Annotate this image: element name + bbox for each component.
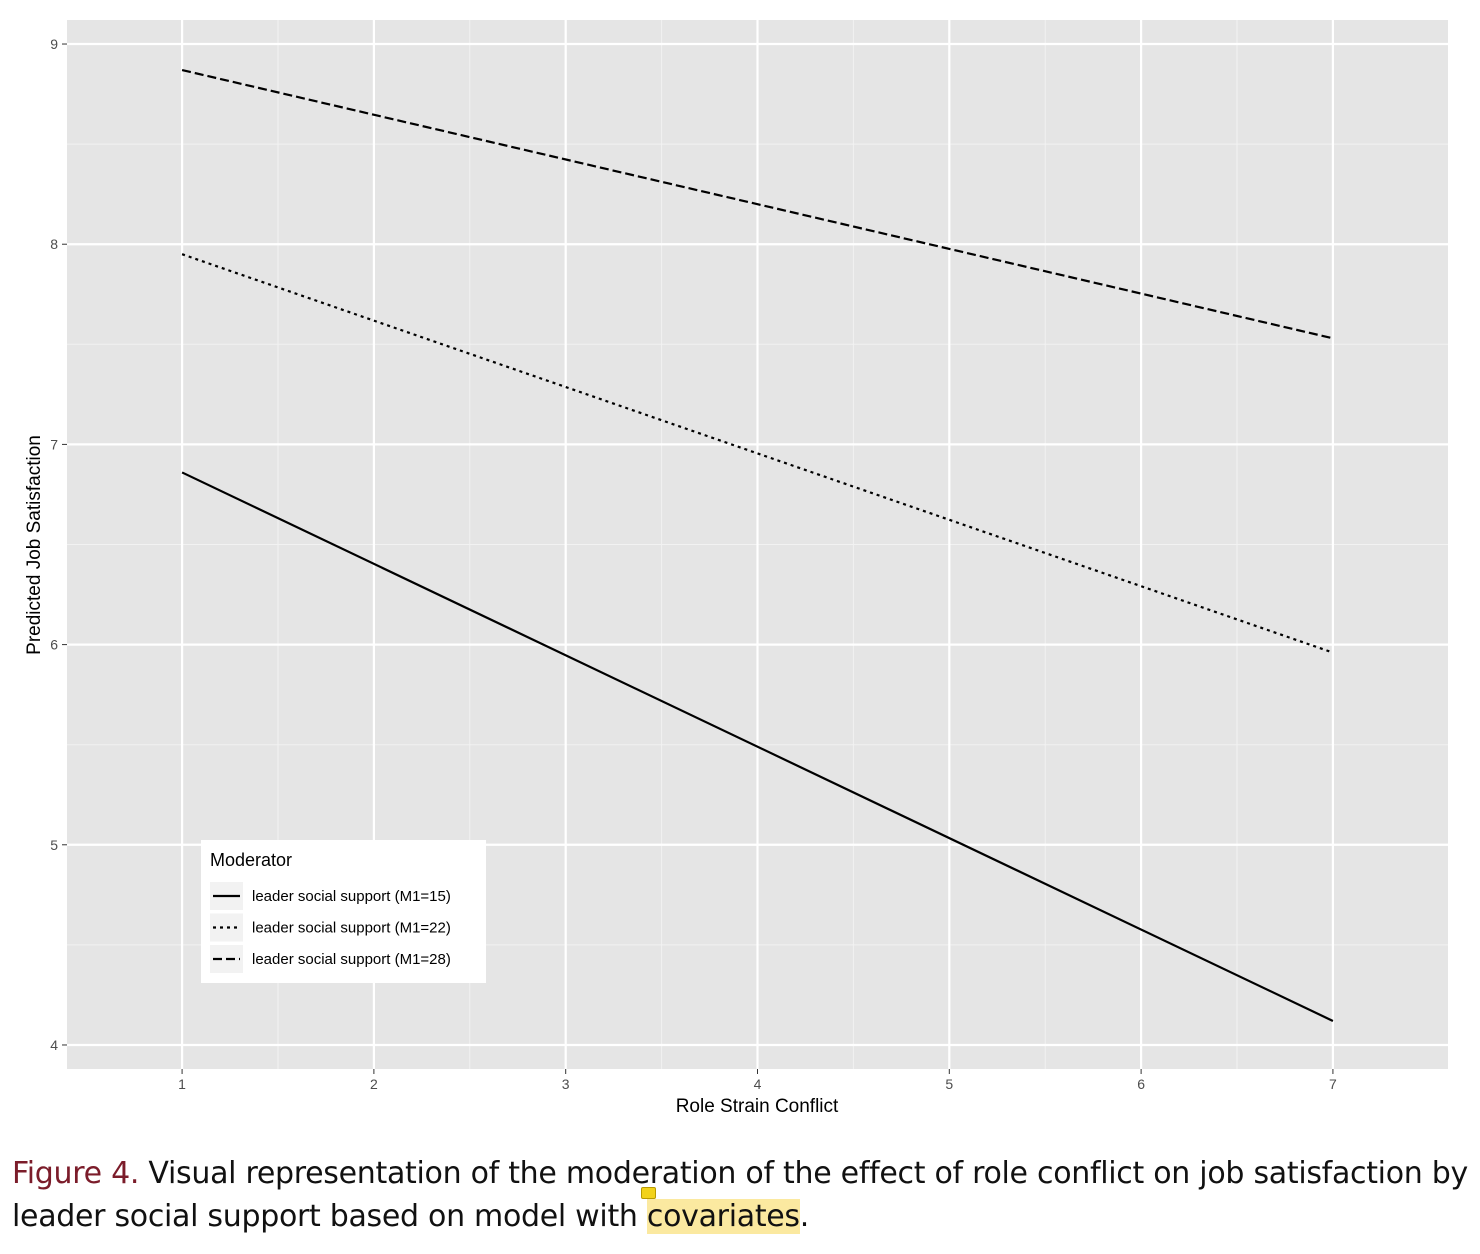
x-tick-label: 2: [370, 1076, 378, 1092]
x-tick-label: 5: [945, 1076, 953, 1092]
x-tick-label: 3: [562, 1076, 570, 1092]
caption-text-end: .: [799, 1199, 810, 1234]
x-axis-ticks: 1 2 3 4 5 6 7: [178, 1069, 1337, 1092]
caption-label: Figure 4.: [12, 1156, 140, 1191]
y-tick-label: 6: [50, 637, 58, 653]
x-tick-label: 7: [1329, 1076, 1337, 1092]
legend-box: [201, 840, 486, 983]
series-line-dashed: [181, 68, 1334, 340]
series-lines: [181, 68, 1334, 1022]
x-tick-label: 1: [178, 1076, 186, 1092]
legend-title: Moderator: [210, 850, 292, 870]
figure-caption: Figure 4. Visual representation of the m…: [12, 1152, 1468, 1238]
x-axis-title: Role Strain Conflict: [676, 1096, 839, 1117]
y-axis-ticks: 4 5 6 7 8 9: [50, 36, 67, 1053]
y-axis-title: Predicted Job Satisfaction: [24, 435, 45, 655]
y-tick-label: 9: [50, 36, 58, 52]
y-tick-label: 7: [50, 436, 58, 452]
y-tick-label: 4: [50, 1037, 58, 1053]
caption-text: Visual representation of the moderation …: [12, 1156, 1468, 1234]
major-gridlines: [67, 20, 1448, 1069]
comment-icon[interactable]: [641, 1187, 656, 1199]
legend-label: leader social support (M1=28): [252, 951, 451, 968]
legend-label: leader social support (M1=22): [252, 920, 451, 937]
y-tick-label: 8: [50, 236, 58, 252]
x-tick-label: 4: [754, 1076, 762, 1092]
chart: 1 2 3 4 5 6 7 4 5 6 7 8 9 Role Strain Conflict Pred…: [24, 20, 1448, 1117]
legend-items: leader social support (M1=15) leader soci…: [210, 882, 451, 973]
legend: Moderator leader social support (M1=15)l…: [201, 840, 486, 983]
x-tick-label: 6: [1137, 1076, 1145, 1092]
legend-label: leader social support (M1=15): [252, 888, 451, 905]
caption-highlight[interactable]: covariates: [646, 1199, 800, 1234]
series-line-solid: [181, 471, 1334, 1022]
y-tick-label: 5: [50, 837, 58, 853]
